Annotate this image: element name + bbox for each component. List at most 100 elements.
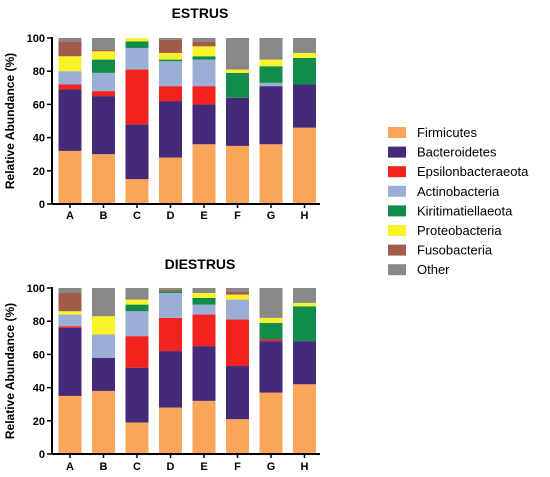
- estrus-x-tick-label-g: G: [267, 210, 276, 222]
- estrus-bar-h-bacteroidetes: [293, 84, 316, 128]
- estrus-bar-b-bacteroidetes: [92, 96, 115, 155]
- estrus-bar-b-epsilonbacteraeota: [92, 91, 115, 97]
- estrus-y-axis-label: Relative Abundance (%): [3, 53, 17, 189]
- diestrus-bar-b-proteobacteria: [92, 316, 115, 335]
- diestrus-bar-d-fusobacteria: [159, 289, 182, 292]
- diestrus-bar-d-firmicutes: [159, 407, 182, 454]
- estrus-y-tick-label-0: 0: [39, 199, 45, 211]
- diestrus-title: DIESTRUS: [165, 256, 236, 272]
- estrus-bar-c-firmicutes: [125, 179, 149, 204]
- estrus-bar-e-kiritimatiellaeota: [192, 56, 216, 60]
- estrus-x-tick-label-e: E: [200, 210, 207, 222]
- diestrus-bar-d-bacteroidetes: [159, 351, 182, 408]
- estrus-bar-b-fusobacteria: [92, 49, 115, 52]
- estrus-bar-d-firmicutes: [159, 157, 182, 204]
- diestrus-y-tick-label-0: 0: [39, 449, 45, 461]
- estrus-y-tick-label-100: 100: [27, 33, 45, 45]
- legend-swatch-other: [388, 264, 406, 276]
- legend-label-epsilonbacteraeota: Epsilonbacteraeota: [417, 164, 529, 179]
- estrus-bar-d-epsilonbacteraeota: [159, 86, 182, 102]
- legend-swatch-fusobacteria: [388, 244, 406, 256]
- estrus-bar-d-other: [159, 38, 182, 40]
- diestrus-bar-a-other: [58, 288, 82, 293]
- estrus-bar-g-other: [259, 38, 283, 60]
- diestrus-y-tick-label-40: 40: [33, 383, 45, 395]
- diestrus-bar-a-firmicutes: [58, 395, 82, 454]
- estrus-bar-e-bacteroidetes: [192, 104, 216, 145]
- diestrus-bar-g-epsilonbacteraeota: [259, 339, 283, 342]
- diestrus-bar-a-epsilonbacteraeota: [58, 326, 82, 328]
- legend-swatch-actinobacteria: [388, 185, 406, 197]
- diestrus-bar-c-actinobacteria: [125, 311, 149, 337]
- diestrus-bar-d-kiritimatiellaeota: [159, 291, 182, 293]
- estrus-bar-a-proteobacteria: [58, 56, 82, 72]
- diestrus-bar-a-actinobacteria: [58, 314, 82, 327]
- estrus-bar-a-fusobacteria: [58, 41, 82, 57]
- estrus-title: ESTRUS: [172, 5, 229, 21]
- diestrus-bar-e-proteobacteria: [192, 292, 216, 298]
- estrus-x-tick-label-h: H: [301, 210, 309, 222]
- diestrus-bar-e-bacteroidetes: [192, 346, 216, 401]
- estrus-bar-e-fusobacteria: [192, 41, 216, 47]
- estrus-x-tick-label-a: A: [66, 210, 74, 222]
- diestrus-x-tick-label-h: H: [301, 461, 309, 473]
- estrus-y-tick-label-60: 60: [33, 99, 45, 111]
- estrus-bar-h-firmicutes: [293, 127, 316, 204]
- estrus-bar-f-proteobacteria: [226, 69, 249, 73]
- diestrus-bar-e-other: [192, 288, 216, 293]
- estrus-bar-e-epsilonbacteraeota: [192, 86, 216, 105]
- diestrus-bar-h-proteobacteria: [293, 302, 316, 307]
- estrus-bar-b-actinobacteria: [92, 72, 115, 92]
- legend-label-other: Other: [417, 262, 450, 277]
- legend: Firmicutes Bacteroidetes Epsilonbacteraeot…: [388, 125, 529, 277]
- estrus-bar-h-proteobacteria: [293, 52, 316, 58]
- estrus-bar-g-firmicutes: [259, 144, 283, 204]
- estrus-bar-h-other: [293, 38, 316, 53]
- diestrus-y-axis-label: Relative Abundance (%): [3, 303, 17, 439]
- diestrus-bar-f-fusobacteria: [226, 291, 249, 295]
- diestrus-bar-g-other: [259, 288, 283, 318]
- diestrus-bar-e-kiritimatiellaeota: [192, 297, 216, 305]
- diestrus-bar-c-epsilonbacteraeota: [125, 336, 149, 368]
- estrus-y-tick-label-20: 20: [33, 166, 45, 178]
- diestrus-x-tick-label-g: G: [267, 461, 276, 473]
- diestrus-x-tick-label-a: A: [66, 461, 74, 473]
- diestrus-bar-f-proteobacteria: [226, 294, 249, 300]
- diestrus-y-tick-label-20: 20: [33, 416, 45, 428]
- estrus-bar-d-proteobacteria: [159, 52, 182, 60]
- legend-label-kiritimatiellaeota: Kiritimatiellaeota: [417, 203, 513, 218]
- estrus-bar-e-actinobacteria: [192, 59, 216, 87]
- diestrus-bar-e-epsilonbacteraeota: [192, 314, 216, 347]
- legend-label-fusobacteria: Fusobacteria: [417, 243, 493, 258]
- diestrus-bar-d-actinobacteria: [159, 292, 182, 318]
- diestrus-bar-a-fusobacteria: [58, 292, 82, 312]
- estrus-bar-a-firmicutes: [58, 150, 82, 204]
- diestrus-bar-b-actinobacteria: [92, 334, 115, 358]
- estrus-bar-d-kiritimatiellaeota: [159, 59, 182, 62]
- estrus-bar-b-firmicutes: [92, 154, 115, 204]
- estrus-bar-a-actinobacteria: [58, 71, 82, 85]
- legend-label-firmicutes: Firmicutes: [417, 125, 477, 140]
- diestrus-y-tick-label-60: 60: [33, 349, 45, 361]
- estrus-bar-d-bacteroidetes: [159, 101, 182, 158]
- diestrus-bar-c-other: [125, 288, 149, 300]
- diestrus-bar-g-firmicutes: [259, 392, 283, 454]
- diestrus-bar-d-other: [159, 288, 182, 290]
- legend-swatch-epsilonbacteraeota: [388, 166, 406, 178]
- estrus-bar-c-epsilonbacteraeota: [125, 69, 149, 125]
- estrus-y-tick-label-80: 80: [33, 66, 45, 78]
- legend-label-bacteroidetes: Bacteroidetes: [417, 145, 497, 160]
- estrus-bar-g-proteobacteria: [259, 59, 283, 67]
- legend-label-proteobacteria: Proteobacteria: [417, 223, 502, 238]
- legend-swatch-kiritimatiellaeota: [388, 205, 406, 217]
- diestrus-y-tick-label-100: 100: [27, 283, 45, 295]
- estrus-y-tick-label-40: 40: [33, 133, 45, 145]
- diestrus-x-tick-label-e: E: [200, 461, 207, 473]
- diestrus-bar-b-other: [92, 288, 115, 317]
- legend-swatch-proteobacteria: [388, 225, 406, 236]
- estrus-bar-f-other: [226, 38, 249, 70]
- diestrus-bar-f-epsilonbacteraeota: [226, 319, 249, 367]
- estrus-x-tick-label-b: B: [100, 210, 108, 222]
- estrus-bar-c-actinobacteria: [125, 47, 149, 70]
- diestrus-chart: DIESTRUS Relative Abundance (%) A B C D E F G H 0 2…: [3, 256, 320, 473]
